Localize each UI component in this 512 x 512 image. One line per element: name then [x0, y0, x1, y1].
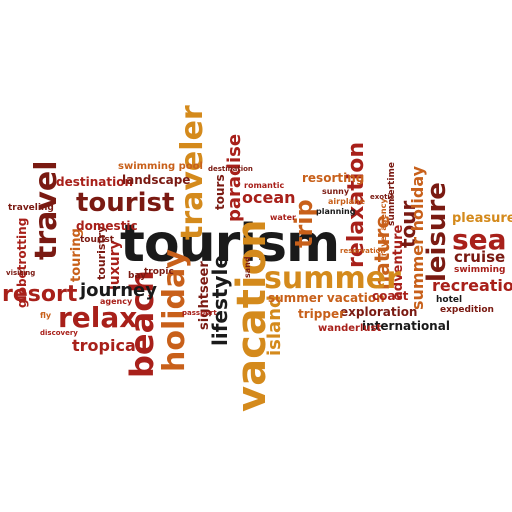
word-fly: fly [40, 311, 52, 320]
word-domestic: domestic [76, 219, 138, 233]
word-water: water [270, 213, 296, 222]
word-landscape: landscape [122, 173, 191, 187]
word-lifestyle: lifestyle [208, 255, 232, 346]
word-coast: coast [372, 289, 409, 303]
word-sightseer: sightseer [197, 261, 212, 330]
word-reservation: reservation [340, 247, 386, 255]
word-pleasure: pleasure [452, 211, 512, 226]
word-destination: destination [56, 175, 133, 189]
word-romantic: romantic [244, 181, 285, 190]
word-tourism: tourism [120, 214, 340, 274]
word-ocean: ocean [242, 188, 296, 207]
word-swimming-pool: swimming pool [118, 161, 203, 172]
word-tropic: tropic [144, 267, 174, 277]
word-wanderlust: wanderlust [318, 323, 382, 334]
word-passport: passport [182, 309, 217, 317]
word-summer-vacation: summer vacation [268, 291, 385, 305]
word-airplane: airplane [328, 197, 366, 206]
word-visiting: visiting [6, 269, 36, 277]
word-summer: summer [264, 261, 401, 296]
word-sunny: sunny [322, 187, 350, 196]
word-leisure: leisure [422, 182, 452, 282]
word-tripper: tripper [298, 307, 346, 321]
word-paradise: paradise [224, 133, 245, 222]
word-tourist-2: tourist [80, 235, 115, 245]
word-relax: relax [58, 301, 138, 334]
word-tours: tours [213, 174, 227, 210]
word-swimming: swimming [454, 265, 506, 275]
word-discovery: discovery [40, 329, 78, 337]
word-recreation: recreation [432, 276, 512, 295]
word-resorting: resorting [302, 171, 365, 185]
word-traveling: traveling [8, 203, 54, 213]
word-resort: resort [2, 282, 78, 307]
word-agency: agency [100, 297, 133, 306]
word-hotel: hotel [436, 295, 463, 305]
word-destination-2: destination [208, 165, 253, 173]
word-journey: journey [80, 280, 157, 301]
word-expedition: expedition [440, 305, 494, 315]
word-cruise: cruise [454, 248, 506, 266]
word-sea: sea [452, 223, 507, 256]
word-planning: planning [316, 207, 356, 216]
word-touristry: touristry [95, 225, 108, 280]
word-summer-holiday: summer holiday [408, 165, 427, 310]
word-bay: bay [128, 271, 147, 281]
word-tropical: tropical [72, 336, 142, 355]
word-tourist: tourist [76, 188, 175, 218]
word-trip: trip [290, 199, 318, 248]
word-exploration: exploration [340, 305, 418, 319]
word-sand: sand [243, 256, 252, 278]
word-international: international [362, 319, 450, 333]
word-exotic: exotic [370, 193, 394, 201]
